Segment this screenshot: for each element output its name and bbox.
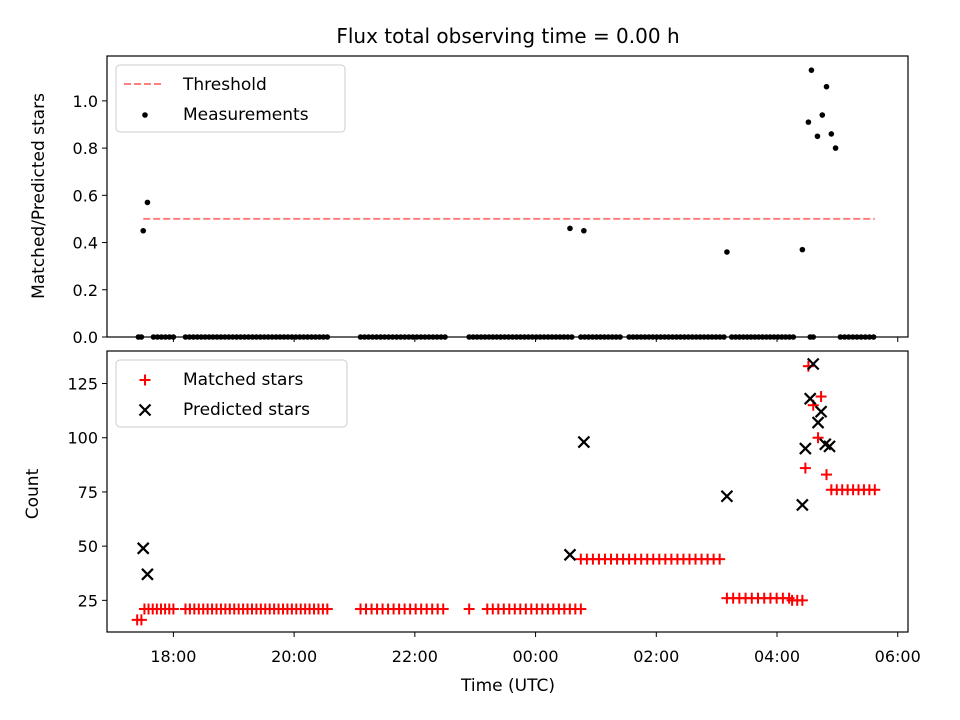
bottom-y-tick-label: 125	[67, 375, 98, 394]
matched-star-point	[575, 603, 587, 615]
measurement-point	[724, 249, 730, 255]
legend-measurements-swatch	[142, 112, 148, 118]
measurement-point	[819, 112, 826, 118]
bottom-x-tick-label: 22:00	[392, 647, 438, 666]
measurement-point	[823, 83, 830, 90]
predicted-star-point	[803, 392, 817, 405]
top-y-tick-label: 1.0	[73, 92, 98, 111]
legend-predicted-label: Predicted stars	[183, 400, 310, 420]
bottom-y-tick-label: 50	[78, 537, 98, 556]
bottom-y-tick-label: 25	[78, 591, 98, 610]
bottom-x-tick-label: 06:00	[875, 647, 921, 666]
top-y-tick-label: 0.6	[73, 186, 98, 205]
bottom-axis-ticks: 25 50 75 100 125 18:00 20:00 22:00 00:00 02:00 04:…	[67, 375, 920, 666]
predicted-star-point	[577, 435, 591, 449]
bottom-plot-marks	[131, 357, 881, 626]
legend-matched-label: Matched stars	[183, 370, 303, 390]
measurement-point	[808, 67, 815, 73]
matched-star-point	[799, 462, 811, 474]
bottom-panel: 25 50 75 100 125 18:00 20:00 22:00 00:00 02:00 04:…	[23, 350, 921, 696]
legend-predicted-swatch	[138, 403, 152, 417]
legend-threshold-label: Threshold	[182, 75, 267, 95]
measurement-point	[581, 227, 587, 234]
predicted-star-point	[720, 489, 734, 503]
top-y-tick-label: 0.4	[73, 234, 98, 253]
predicted-star-point	[814, 405, 828, 418]
matched-star-point	[463, 603, 475, 615]
predicted-star-point	[823, 440, 836, 453]
bottom-legend: Matched stars Predicted stars	[115, 359, 348, 428]
top-axis-ticks: 0.0 0.2 0.4 0.6 0.8 1.0	[73, 92, 899, 347]
top-y-axis-label: Matched/Predicted stars	[29, 93, 49, 299]
top-legend-box	[115, 64, 346, 133]
legend-matched-swatch	[139, 374, 151, 386]
measurement-point	[805, 119, 812, 125]
legend-measurements-label: Measurements	[183, 105, 309, 125]
measurement-point	[567, 225, 573, 232]
measurement-point	[799, 246, 806, 253]
matched-star-point	[815, 391, 827, 403]
top-y-tick-label: 0.2	[73, 281, 98, 300]
measurement-point	[140, 227, 147, 234]
matched-star-point	[796, 594, 808, 606]
matched-star-point	[135, 614, 147, 626]
top-panel: 0.0 0.2 0.4 0.6 0.8 1.0 Matched/Predicted sta…	[29, 55, 909, 347]
measurement-point	[814, 133, 821, 140]
predicted-star-point	[141, 568, 154, 581]
matched-star-point	[821, 469, 833, 481]
legend-predicted-marker	[138, 403, 152, 417]
predicted-star-point	[799, 442, 812, 455]
matched-star-point	[437, 603, 449, 615]
bottom-x-tick-label: 00:00	[513, 647, 559, 666]
bottom-x-tick-label: 20:00	[271, 647, 317, 666]
predicted-star-point	[796, 498, 809, 512]
matched-star-point	[812, 432, 824, 444]
bottom-x-tick-label: 04:00	[754, 647, 800, 666]
top-axes-frame	[106, 55, 909, 338]
bottom-y-tick-label: 100	[67, 429, 98, 448]
top-y-tick-label: 0.8	[73, 139, 98, 158]
legend-matched-marker	[139, 374, 151, 386]
predicted-star-point	[811, 416, 825, 429]
predicted-star-point	[563, 548, 577, 562]
measurement-point	[828, 131, 835, 137]
chart-title: Flux total observing time = 0.00 h	[336, 24, 679, 48]
x-axis-label: Time (UTC)	[460, 676, 555, 696]
bottom-y-axis-label: Count	[23, 468, 43, 519]
bottom-legend-box	[115, 359, 348, 428]
top-legend: Threshold Measurements	[115, 64, 346, 133]
bottom-x-tick-label: 02:00	[633, 647, 679, 666]
bottom-x-tick-label: 18:00	[150, 647, 196, 666]
matched-star-point	[167, 603, 179, 615]
matched-star-point	[321, 603, 333, 615]
matched-star-point	[714, 553, 726, 565]
measurement-point	[144, 199, 151, 206]
top-y-tick-label: 0.0	[73, 328, 98, 347]
measurement-point	[832, 145, 839, 151]
matched-star-point	[869, 484, 881, 496]
predicted-star-point	[136, 542, 150, 555]
bottom-y-tick-label: 75	[78, 483, 98, 502]
predicted-star-point	[806, 357, 820, 371]
